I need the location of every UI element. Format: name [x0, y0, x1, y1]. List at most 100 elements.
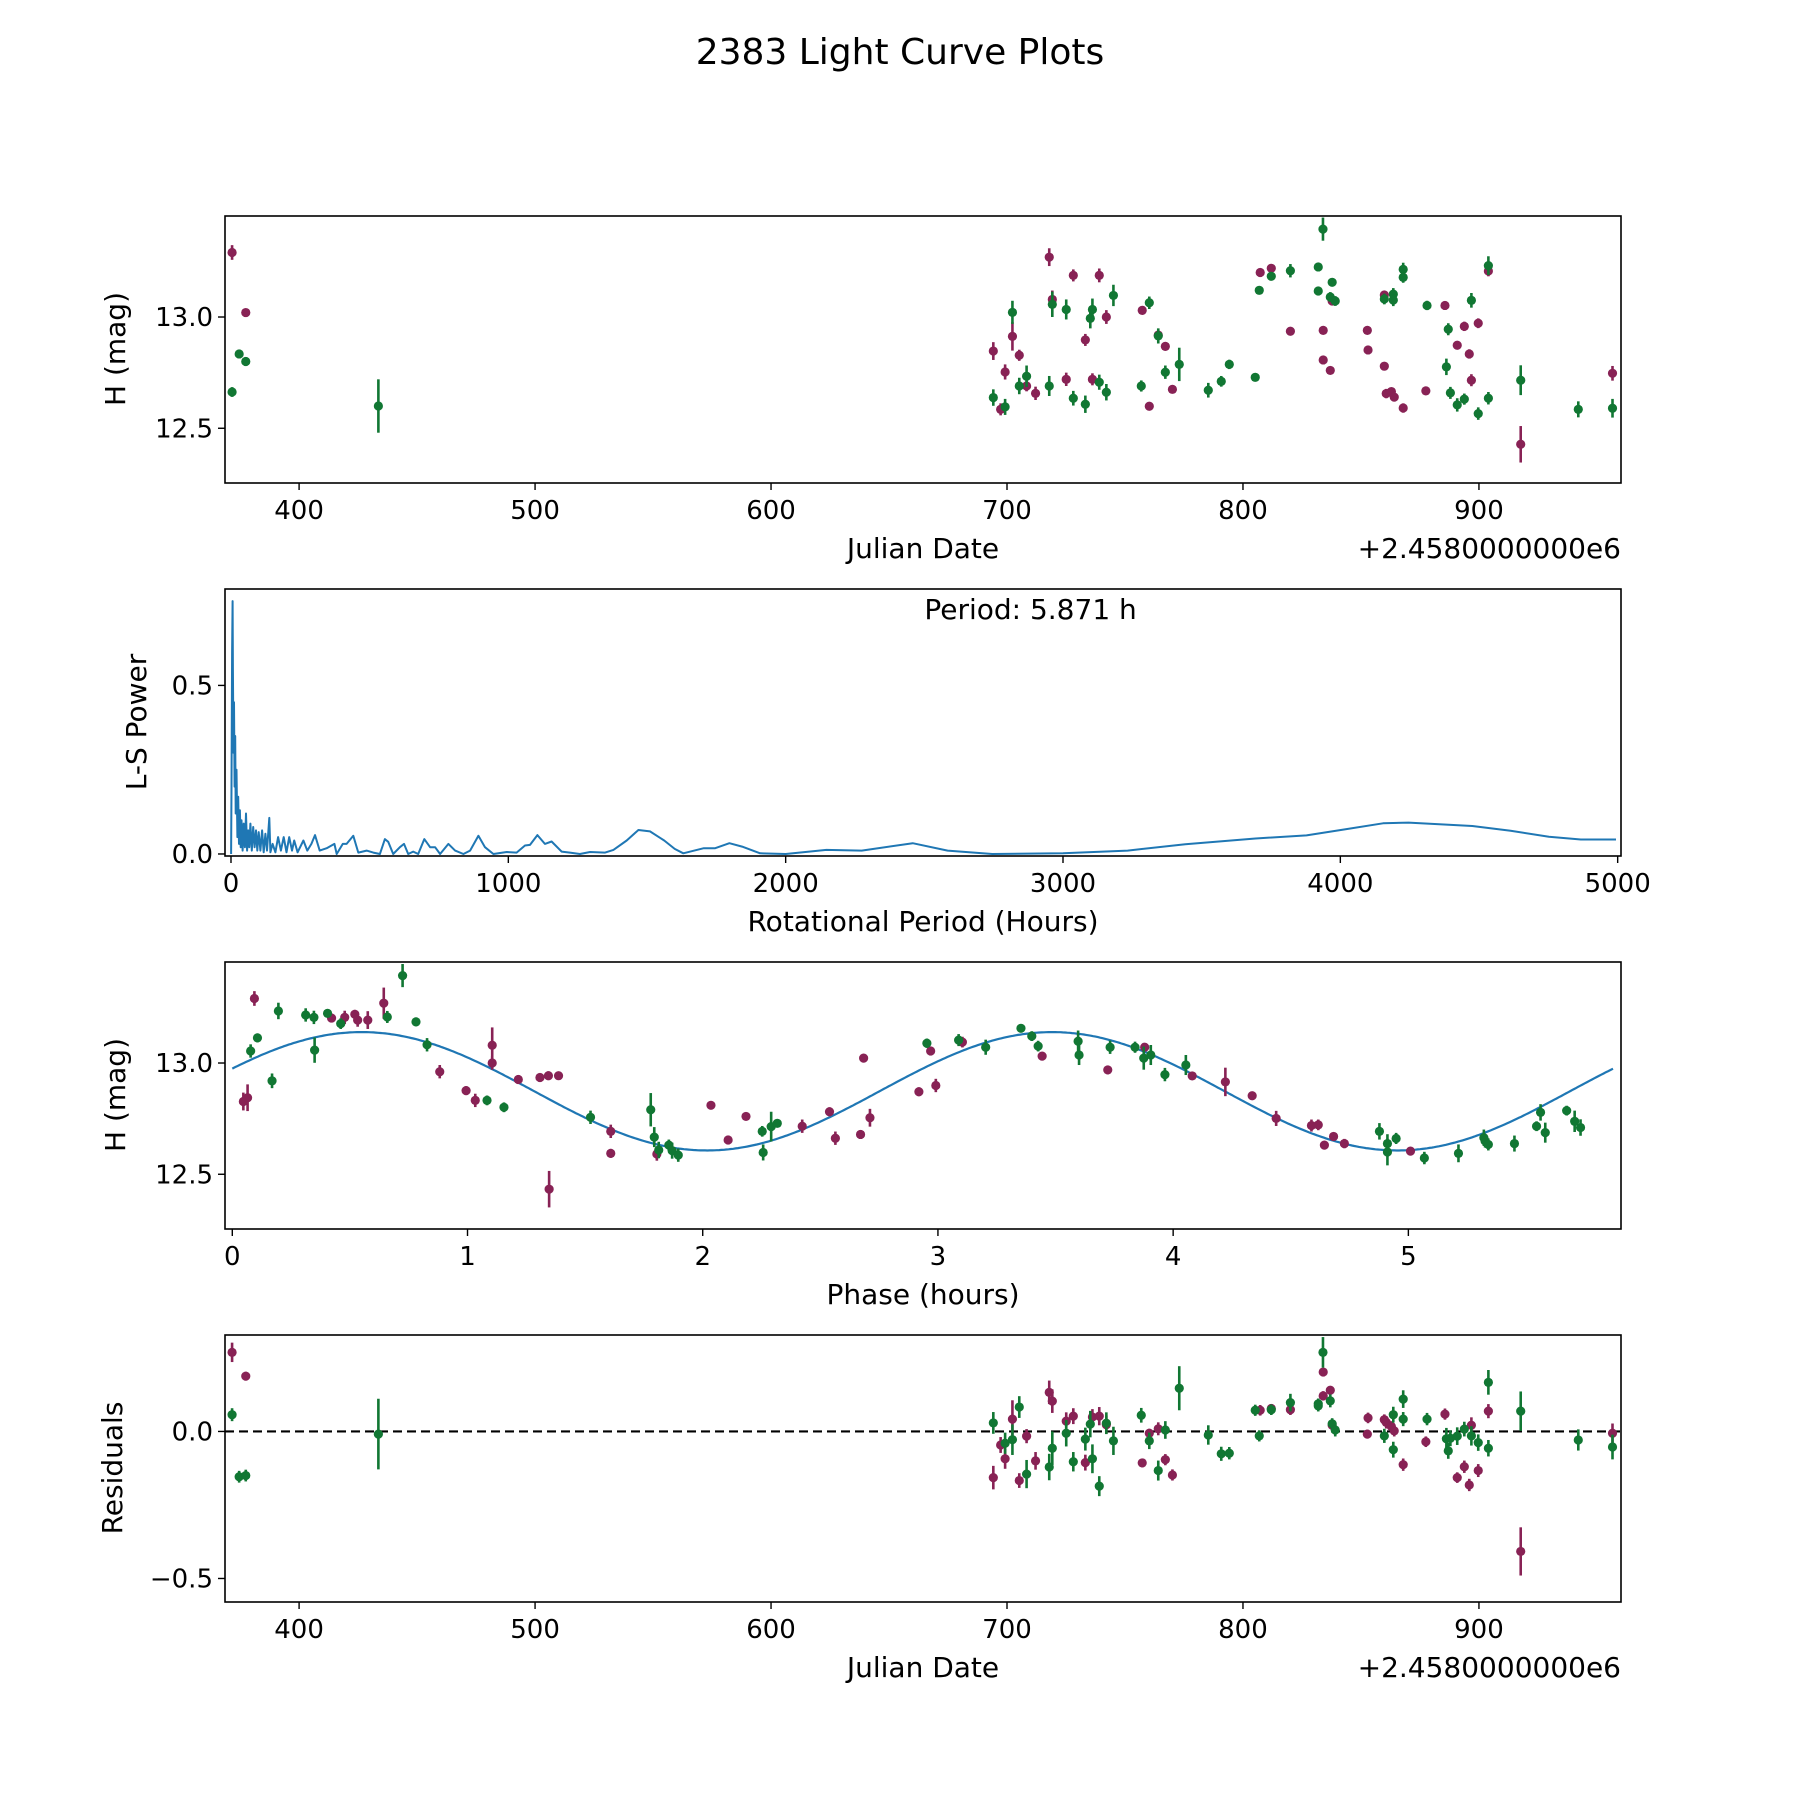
data-point-green	[1216, 375, 1226, 387]
data-point-green	[1466, 1426, 1476, 1446]
data-point-green	[1483, 256, 1493, 275]
marker	[1382, 1147, 1393, 1157]
marker	[1108, 290, 1119, 301]
marker	[1562, 1106, 1572, 1116]
data-point-green	[1153, 1460, 1163, 1481]
data-point-purple	[1440, 300, 1450, 311]
marker	[931, 1080, 941, 1091]
data-point-green	[1203, 1425, 1213, 1445]
data-point-green	[373, 1398, 383, 1470]
data-point-purple	[824, 1107, 835, 1117]
data-point-green	[1144, 1432, 1154, 1450]
marker	[1483, 261, 1493, 271]
marker	[1160, 367, 1170, 377]
data-point-purple	[1325, 365, 1335, 376]
data-point-purple	[1459, 1460, 1469, 1473]
data-point-purple	[1306, 1119, 1317, 1132]
marker	[1391, 1133, 1401, 1144]
marker	[1452, 1473, 1462, 1483]
data-point-purple	[1464, 1478, 1474, 1492]
marker	[1254, 1431, 1264, 1441]
marker	[926, 1046, 936, 1056]
marker	[1266, 263, 1276, 273]
marker	[1516, 375, 1526, 385]
marker	[585, 1112, 596, 1122]
marker	[1339, 1138, 1349, 1149]
data-point-green	[411, 1017, 421, 1027]
marker	[1085, 1419, 1095, 1429]
data-point-purple	[1440, 1408, 1450, 1420]
marker	[1389, 392, 1399, 402]
marker	[1080, 1434, 1090, 1444]
marker	[1187, 1071, 1197, 1081]
data-point-green	[1285, 1393, 1296, 1412]
data-point-green	[585, 1110, 596, 1124]
data-point-purple	[988, 342, 998, 360]
marker	[1266, 1405, 1276, 1415]
marker	[1607, 1442, 1618, 1452]
data-point-purple	[1153, 1422, 1163, 1436]
marker	[535, 1072, 545, 1083]
data-point-green	[981, 1039, 991, 1055]
marker	[1313, 1401, 1323, 1411]
data-point-green	[1266, 271, 1276, 281]
data-point-green	[1160, 1067, 1170, 1082]
marker	[1160, 341, 1170, 351]
data-point-purple	[606, 1124, 616, 1138]
y-tick-label: 12.5	[155, 1160, 213, 1190]
data-point-purple	[1459, 321, 1469, 332]
data-point-purple	[1313, 1119, 1323, 1131]
marker	[1516, 439, 1526, 449]
marker	[1220, 1077, 1230, 1087]
marker	[1473, 1438, 1483, 1448]
data-point-green	[322, 1008, 333, 1018]
data-point-purple	[1473, 318, 1483, 329]
marker	[1153, 1424, 1163, 1434]
data-point-green	[1094, 374, 1104, 390]
marker	[1285, 1398, 1296, 1408]
marker	[859, 1053, 869, 1063]
x-tick-label: 700	[982, 1615, 1032, 1645]
axes-frame	[224, 215, 1622, 484]
marker	[741, 1111, 751, 1122]
marker	[353, 1015, 363, 1025]
marker	[1160, 1069, 1170, 1080]
marker	[1047, 1396, 1057, 1406]
y-tick-label: −0.5	[150, 1564, 213, 1594]
data-point-green	[1007, 300, 1018, 324]
x-tick-label: 900	[1454, 1615, 1504, 1645]
marker	[1421, 1437, 1431, 1447]
data-point-purple	[1266, 263, 1276, 273]
marker	[1044, 381, 1054, 391]
figure-title: 2383 Light Curve Plots	[696, 32, 1105, 73]
marker	[1030, 1456, 1041, 1466]
marker	[373, 401, 383, 411]
marker	[1327, 277, 1337, 287]
data-point-green	[336, 1018, 346, 1029]
marker	[1531, 1121, 1542, 1131]
marker	[1398, 403, 1408, 413]
marker	[1441, 362, 1451, 372]
marker	[242, 1093, 253, 1103]
data-point-purple	[606, 1148, 616, 1158]
x-tick-label: 2000	[753, 869, 819, 899]
marker	[1319, 1140, 1329, 1150]
data-point-green	[1044, 375, 1054, 397]
marker	[1422, 300, 1432, 311]
marker	[1516, 1546, 1526, 1557]
marker	[646, 1105, 656, 1115]
x-tick-label: 600	[746, 1615, 796, 1645]
data-point-green	[1379, 1428, 1389, 1443]
data-point-green	[1068, 1452, 1078, 1472]
data-point-green	[1160, 1421, 1170, 1439]
data-point-green	[1153, 328, 1163, 344]
data-point-green	[1379, 293, 1389, 305]
data-point-green	[1483, 1138, 1493, 1151]
data-point-green	[1033, 1040, 1043, 1052]
marker	[1266, 271, 1276, 281]
data-point-purple	[926, 1046, 936, 1056]
marker	[1146, 1050, 1156, 1060]
data-point-green	[267, 1073, 277, 1089]
data-point-green	[1000, 1432, 1010, 1454]
data-point-green	[1398, 1412, 1408, 1427]
